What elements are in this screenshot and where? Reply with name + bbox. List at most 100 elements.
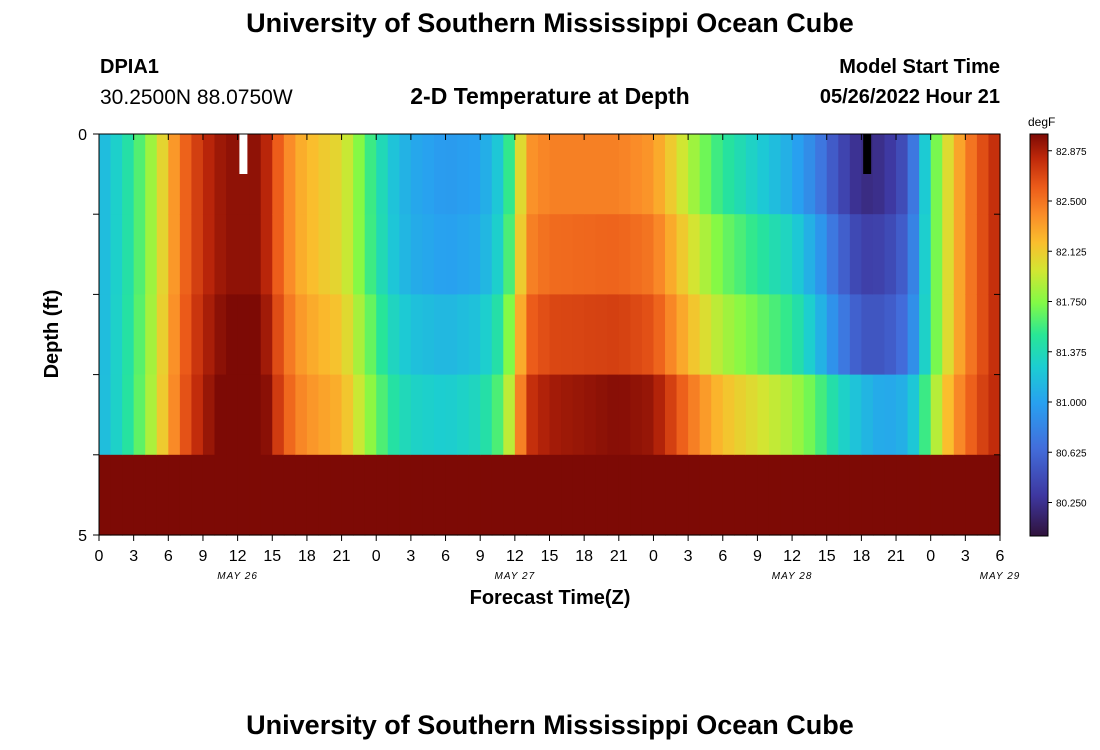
heatmap-cell (156, 134, 169, 215)
heatmap-cell (145, 134, 158, 215)
heatmap-cell (584, 374, 597, 456)
heatmap-cell (306, 214, 320, 295)
heatmap-cell (514, 454, 527, 536)
heatmap-cell (491, 134, 504, 215)
x-tick-label: 3 (684, 548, 693, 565)
heatmap-cell (433, 294, 447, 376)
heatmap-cell (641, 454, 655, 536)
x-tick-label: 21 (333, 548, 351, 565)
heatmap-cell (988, 374, 1001, 456)
heatmap-cell (872, 454, 886, 536)
heatmap-cell (722, 294, 735, 376)
heatmap-cell (653, 214, 666, 295)
x-tick-label: 18 (575, 548, 593, 565)
heatmap-cell (584, 134, 597, 215)
heatmap-cell (514, 374, 527, 456)
heatmap-cell (537, 134, 551, 215)
heatmap-cell (595, 294, 608, 376)
heatmap-cell (306, 294, 320, 376)
heatmap-cell (295, 134, 308, 215)
heatmap-cell (260, 214, 273, 295)
x-tick-label: 9 (753, 548, 762, 565)
heatmap-cell (364, 454, 377, 536)
heatmap-cell (572, 134, 585, 215)
heatmap-cell (364, 134, 377, 215)
heatmap-cell (376, 294, 389, 376)
heatmap-cell (803, 374, 816, 456)
heatmap-cell (480, 454, 493, 536)
heatmap-cell (468, 294, 481, 376)
heatmap-cell (168, 374, 181, 456)
heatmap-cell (457, 134, 470, 215)
heatmap-cell (318, 454, 331, 536)
heatmap-cell (110, 374, 123, 456)
heatmap-cell (768, 374, 782, 456)
heatmap-cell (641, 214, 655, 295)
heatmap-cell (457, 374, 470, 456)
heatmap-cell (757, 374, 770, 456)
x-axis-ticks: 0 3 6 9 12 15 18 21 0 3 6 9 12 15 18 21 0 3 6 9 12 15 18 21 0 3 6 M… (95, 134, 1019, 582)
heatmap-cell (445, 294, 458, 376)
heatmap-cell (953, 134, 966, 215)
heatmap-cell (768, 134, 782, 215)
heatmap-cell (884, 134, 897, 215)
colorbar-label: 81.750 (1056, 298, 1087, 309)
heatmap-cell (503, 134, 516, 215)
heatmap-cell (722, 214, 735, 295)
heatmap-cell (965, 294, 978, 376)
heatmap-cell (618, 134, 631, 215)
heatmap-cell (306, 374, 320, 456)
heatmap-cell (191, 214, 204, 295)
heatmap-cell (295, 214, 308, 295)
heatmap-cell (457, 294, 470, 376)
heatmap-cell (387, 214, 400, 295)
heatmap-cell (942, 214, 955, 295)
heatmap-cell (561, 294, 574, 376)
heatmap-cell (722, 374, 735, 456)
heatmap-cell (561, 454, 574, 536)
x-tick-label: 0 (926, 548, 935, 565)
heatmap-cell (734, 134, 747, 215)
heatmap-cell (930, 454, 943, 536)
heatmap-cell (688, 134, 701, 215)
heatmap-cell (976, 214, 990, 295)
heatmap-cell (99, 294, 112, 376)
heatmap-cell (156, 454, 169, 536)
heatmap-cell (561, 374, 574, 456)
heatmap-cell (179, 374, 193, 456)
heatmap-cell (202, 454, 216, 536)
heatmap-cell (295, 294, 308, 376)
heatmap-cell (803, 214, 816, 295)
heatmap-cell (272, 454, 285, 536)
heatmap-cell (514, 214, 527, 295)
x-tick-label: 6 (996, 548, 1005, 565)
station-id: DPIA1 (100, 56, 159, 78)
heatmap-cell (353, 134, 366, 215)
y-axis-label: Depth (ft) (41, 290, 63, 379)
heatmap-cell (318, 214, 331, 295)
heatmap-cell (491, 374, 504, 456)
heatmap-cell (953, 454, 966, 536)
heatmap-cell (930, 214, 943, 295)
heatmap-cell (630, 294, 643, 376)
colorbar-label: 81.000 (1056, 398, 1087, 409)
station-coords: 30.2500N 88.0750W (100, 86, 293, 109)
heatmap-cell (607, 214, 620, 295)
heatmap-cell (815, 214, 828, 295)
heatmap-cell (330, 134, 343, 215)
heatmap-cell (988, 454, 1001, 536)
heatmap-cell (676, 214, 689, 295)
heatmap-cell (110, 214, 123, 295)
heatmap-cell (676, 134, 689, 215)
heatmap-cell (318, 134, 331, 215)
heatmap-cell (122, 214, 135, 295)
heatmap-cell (526, 134, 539, 215)
heatmap-cell (122, 294, 135, 376)
heatmap-cell (318, 374, 331, 456)
temperature-heatmap-chart: 0 3 6 9 12 15 18 21 0 3 6 9 12 15 18 21 0 3 6 9 12 15 18 21 0 3 6 M… (41, 115, 1087, 609)
heatmap-cell (249, 374, 262, 456)
heatmap-cell (838, 294, 851, 376)
heatmap-cell (907, 214, 920, 295)
heatmap-cell (503, 214, 516, 295)
y-tick-label: 5 (78, 528, 87, 545)
